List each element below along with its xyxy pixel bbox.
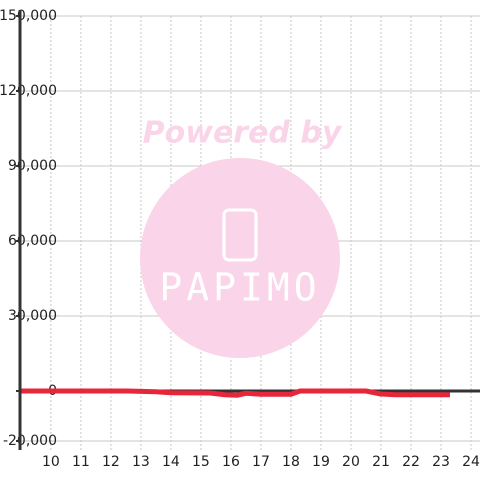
x-tick-label: 15 — [192, 454, 210, 470]
y-tick-label: 60,000 — [8, 233, 57, 249]
y-tick-label: 90,000 — [8, 158, 57, 174]
x-tick-label: 17 — [252, 454, 270, 470]
x-tick-label: 11 — [72, 454, 90, 470]
x-tick-label: 14 — [162, 454, 180, 470]
x-tick-label: 10 — [42, 454, 60, 470]
x-tick-label: 16 — [222, 454, 240, 470]
x-tick-label: 19 — [312, 454, 330, 470]
y-tick-label: 150,000 — [0, 8, 57, 24]
x-tick-label: 20 — [342, 454, 360, 470]
y-tick-label: 30,000 — [8, 308, 57, 324]
data-line — [20, 388, 450, 398]
x-tick-label: 22 — [402, 454, 420, 470]
x-tick-label: 13 — [132, 454, 150, 470]
x-tick-label: 21 — [372, 454, 390, 470]
x-tick-label: 24 — [462, 454, 480, 470]
y-tick-label: 120,000 — [0, 83, 57, 99]
x-tick-label: 12 — [102, 454, 120, 470]
watermark-text: Powered by — [143, 116, 343, 151]
watermark-logo: PAPIMO — [159, 266, 320, 310]
watermark-phone — [222, 208, 258, 262]
watermark-circle — [140, 158, 340, 358]
y-tick-label: -20,000 — [3, 433, 57, 449]
x-tick-label: 18 — [282, 454, 300, 470]
x-tick-label: 23 — [432, 454, 450, 470]
